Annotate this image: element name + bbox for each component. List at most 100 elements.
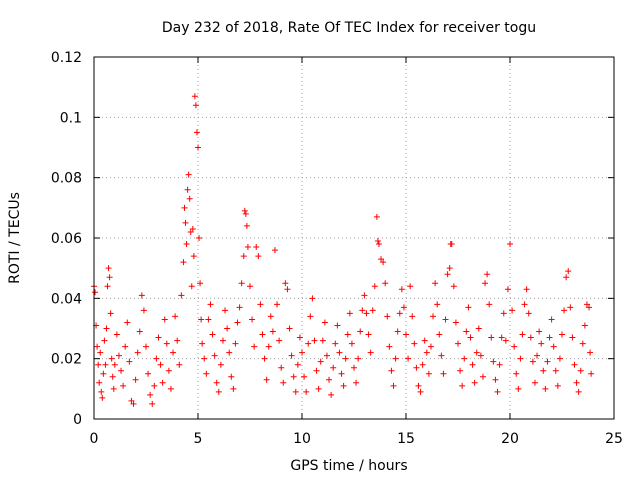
data-point bbox=[371, 283, 378, 290]
data-point bbox=[587, 349, 594, 356]
data-point bbox=[563, 274, 570, 281]
data-point bbox=[319, 337, 326, 344]
data-point bbox=[571, 361, 578, 368]
data-point bbox=[226, 349, 233, 356]
data-point bbox=[286, 325, 293, 332]
data-point bbox=[311, 337, 318, 344]
y-tick-label: 0.04 bbox=[51, 291, 82, 307]
data-point bbox=[197, 280, 204, 287]
data-point bbox=[149, 400, 156, 407]
x-tick-label: 0 bbox=[90, 431, 99, 447]
data-point bbox=[577, 367, 584, 374]
data-point bbox=[182, 219, 189, 226]
data-point bbox=[392, 355, 399, 362]
data-point bbox=[479, 373, 486, 380]
data-point bbox=[332, 340, 339, 347]
data-point bbox=[588, 370, 595, 377]
data-point bbox=[228, 373, 235, 380]
data-point bbox=[153, 355, 160, 362]
data-point bbox=[554, 382, 561, 389]
data-point bbox=[217, 361, 224, 368]
data-point bbox=[419, 361, 426, 368]
data-point bbox=[155, 334, 162, 341]
data-point bbox=[430, 313, 437, 320]
data-point bbox=[328, 391, 335, 398]
data-point bbox=[448, 241, 455, 248]
data-point bbox=[378, 256, 385, 263]
data-point bbox=[97, 349, 104, 356]
data-point bbox=[107, 310, 114, 317]
data-point bbox=[475, 325, 482, 332]
data-point bbox=[361, 292, 368, 299]
data-point bbox=[161, 316, 168, 323]
data-point bbox=[163, 340, 170, 347]
data-point bbox=[215, 388, 222, 395]
data-point bbox=[500, 310, 507, 317]
y-tick-label: 0 bbox=[73, 412, 82, 428]
data-point bbox=[546, 334, 553, 341]
data-point bbox=[305, 340, 312, 347]
data-point bbox=[124, 319, 131, 326]
data-point bbox=[446, 265, 453, 272]
data-point bbox=[185, 171, 192, 178]
data-point bbox=[105, 265, 112, 272]
data-point bbox=[278, 364, 285, 371]
data-point bbox=[193, 129, 200, 136]
data-point bbox=[109, 373, 116, 380]
x-tick-label: 25 bbox=[605, 431, 623, 447]
data-point bbox=[436, 331, 443, 338]
data-point bbox=[167, 385, 174, 392]
chart-title: Day 232 of 2018, Rate Of TEC Index for r… bbox=[162, 20, 536, 36]
data-point bbox=[357, 328, 364, 335]
data-point bbox=[421, 337, 428, 344]
data-point bbox=[346, 310, 353, 317]
x-tick-label: 5 bbox=[194, 431, 203, 447]
data-point bbox=[99, 394, 106, 401]
data-point bbox=[452, 319, 459, 326]
data-point bbox=[342, 355, 349, 362]
data-point bbox=[398, 286, 405, 293]
data-point bbox=[122, 343, 129, 350]
data-point bbox=[363, 310, 370, 317]
data-point bbox=[288, 352, 295, 359]
data-point bbox=[269, 328, 276, 335]
data-point bbox=[184, 186, 191, 193]
data-point bbox=[523, 286, 530, 293]
data-point bbox=[259, 331, 266, 338]
data-point bbox=[186, 195, 193, 202]
data-point bbox=[338, 370, 345, 377]
x-tick-label: 20 bbox=[501, 431, 519, 447]
data-point bbox=[140, 307, 147, 314]
data-point bbox=[484, 271, 491, 278]
data-point bbox=[251, 343, 258, 350]
data-point bbox=[130, 400, 137, 407]
data-point bbox=[321, 319, 328, 326]
data-point bbox=[579, 340, 586, 347]
data-point bbox=[192, 102, 199, 109]
data-point bbox=[348, 340, 355, 347]
data-point bbox=[444, 271, 451, 278]
data-point bbox=[126, 358, 133, 365]
data-point bbox=[183, 241, 190, 248]
data-point bbox=[353, 379, 360, 386]
data-point bbox=[504, 286, 511, 293]
data-point bbox=[261, 355, 268, 362]
data-point bbox=[386, 343, 393, 350]
data-point bbox=[257, 301, 264, 308]
data-point bbox=[461, 355, 468, 362]
data-point bbox=[211, 352, 218, 359]
data-point bbox=[374, 238, 381, 245]
data-point bbox=[384, 313, 391, 320]
data-point bbox=[201, 355, 208, 362]
data-point bbox=[196, 235, 203, 241]
data-point bbox=[490, 358, 497, 365]
data-point bbox=[110, 385, 117, 392]
data-point bbox=[170, 349, 177, 356]
data-point bbox=[511, 343, 518, 350]
data-point bbox=[502, 337, 509, 344]
data-point bbox=[536, 328, 543, 335]
data-point bbox=[525, 310, 532, 317]
data-point bbox=[486, 301, 493, 308]
